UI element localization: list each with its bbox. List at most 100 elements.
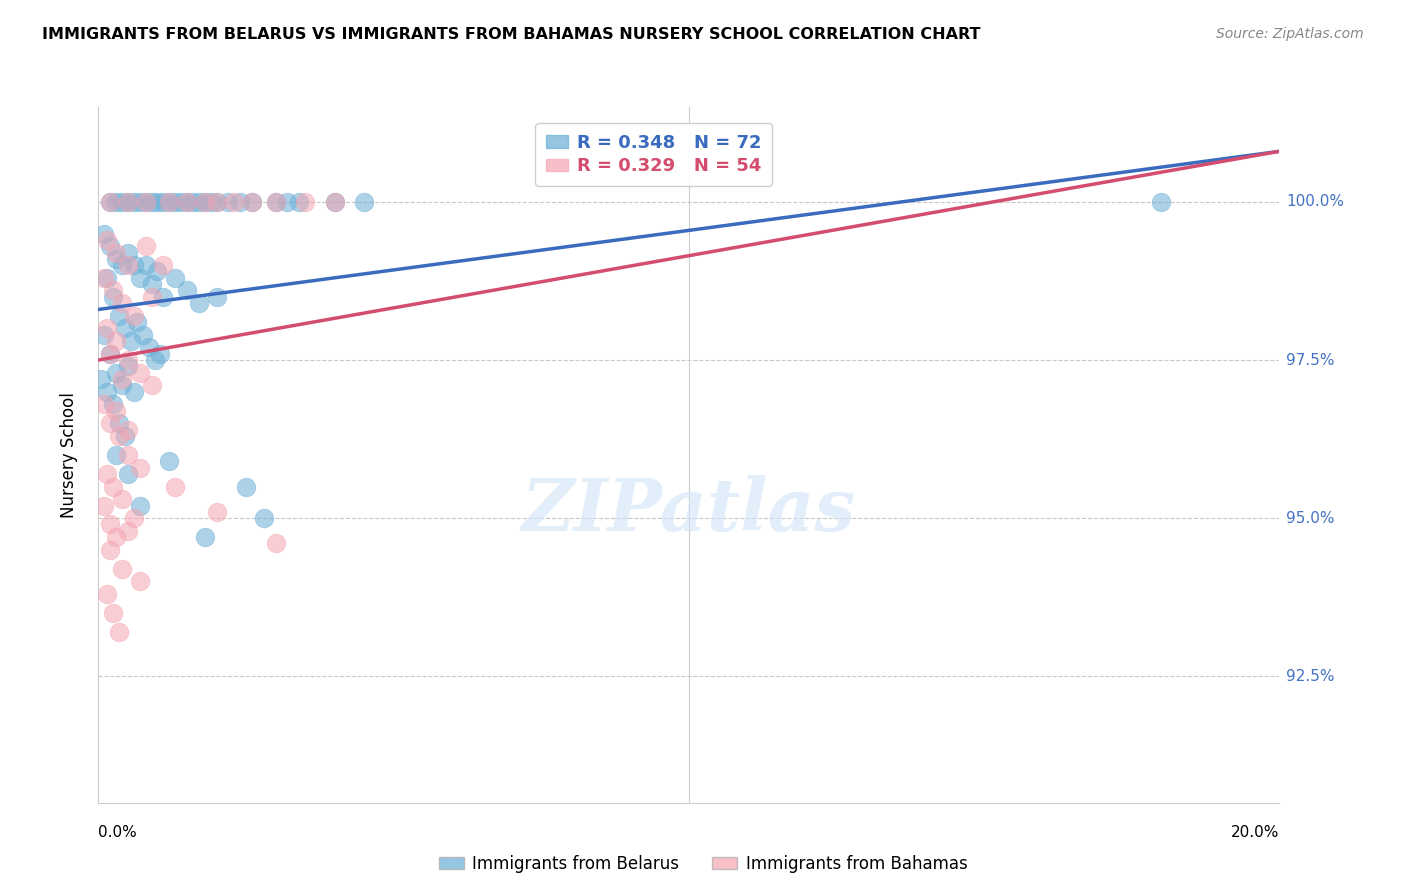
Point (128, 460, 150, 475)
Point (93, 499, 115, 513)
Point (187, 296, 209, 310)
Point (176, 194, 198, 209)
Point (105, 245, 128, 260)
Point (152, 290, 174, 304)
Point (96, 270, 118, 285)
Point (90, 372, 112, 386)
Point (117, 353, 139, 368)
Point (132, 327, 155, 342)
Point (128, 366, 150, 380)
Point (117, 524, 139, 538)
Point (323, 194, 346, 209)
Point (105, 530, 128, 544)
Point (141, 277, 163, 292)
Point (176, 284, 198, 298)
Point (117, 423, 139, 437)
Point (288, 194, 311, 209)
Point (205, 505, 228, 519)
Point (224, 194, 246, 209)
Point (105, 448, 128, 462)
Point (143, 353, 166, 368)
Point (323, 194, 346, 209)
Point (103, 606, 125, 620)
Point (96, 587, 118, 601)
Point (128, 574, 150, 589)
Point (141, 194, 163, 209)
Point (111, 194, 134, 209)
Point (108, 309, 131, 323)
Point (128, 270, 150, 285)
Point (157, 194, 180, 209)
Point (93, 227, 115, 241)
Point (98, 194, 121, 209)
Point (105, 252, 128, 266)
Point (152, 194, 174, 209)
Point (120, 334, 142, 348)
Point (105, 334, 128, 348)
Point (264, 536, 287, 550)
Point (122, 309, 145, 323)
Point (98, 347, 121, 361)
Point (135, 239, 157, 253)
Point (117, 194, 139, 209)
Point (111, 492, 134, 507)
Text: 0.0%: 0.0% (98, 825, 138, 840)
Point (276, 194, 298, 209)
Point (98, 239, 121, 253)
Point (128, 194, 150, 209)
Point (194, 194, 217, 209)
Point (96, 467, 118, 481)
Point (111, 378, 134, 392)
Point (105, 194, 128, 209)
Point (229, 194, 252, 209)
Point (117, 448, 139, 462)
Text: 92.5%: 92.5% (1286, 669, 1334, 684)
Point (117, 245, 139, 260)
Point (135, 258, 157, 272)
Point (205, 290, 228, 304)
Point (114, 429, 136, 443)
Point (125, 315, 148, 329)
Text: Source: ZipAtlas.com: Source: ZipAtlas.com (1216, 27, 1364, 41)
Point (96, 321, 118, 335)
Point (194, 530, 217, 544)
Point (96, 233, 118, 247)
Point (128, 499, 150, 513)
Point (146, 194, 169, 209)
Point (152, 258, 174, 272)
Point (1150, 194, 1173, 209)
Point (105, 403, 128, 417)
Point (217, 194, 239, 209)
Point (117, 359, 139, 374)
Point (176, 194, 198, 209)
Point (353, 194, 375, 209)
Point (135, 194, 157, 209)
Point (141, 378, 163, 392)
Point (98, 347, 121, 361)
Point (111, 258, 134, 272)
Point (93, 327, 115, 342)
Point (108, 625, 131, 640)
Point (122, 258, 145, 272)
Point (264, 194, 287, 209)
Point (103, 290, 125, 304)
Text: 100.0%: 100.0% (1286, 194, 1344, 210)
Point (138, 340, 160, 354)
Point (103, 284, 125, 298)
Point (122, 511, 145, 525)
Text: ZIPatlas: ZIPatlas (522, 475, 856, 546)
Point (108, 429, 131, 443)
Point (294, 194, 316, 209)
Point (187, 194, 209, 209)
Point (98, 517, 121, 532)
Point (103, 397, 125, 411)
Point (240, 194, 263, 209)
Legend: R = 0.348   N = 72, R = 0.329   N = 54: R = 0.348 N = 72, R = 0.329 N = 54 (536, 123, 772, 186)
Point (117, 467, 139, 481)
Point (240, 194, 263, 209)
Point (157, 194, 180, 209)
Point (170, 194, 193, 209)
Point (96, 384, 118, 399)
Y-axis label: Nursery School: Nursery School (59, 392, 77, 518)
Text: IMMIGRANTS FROM BELARUS VS IMMIGRANTS FROM BAHAMAS NURSERY SCHOOL CORRELATION CH: IMMIGRANTS FROM BELARUS VS IMMIGRANTS FR… (42, 27, 980, 42)
